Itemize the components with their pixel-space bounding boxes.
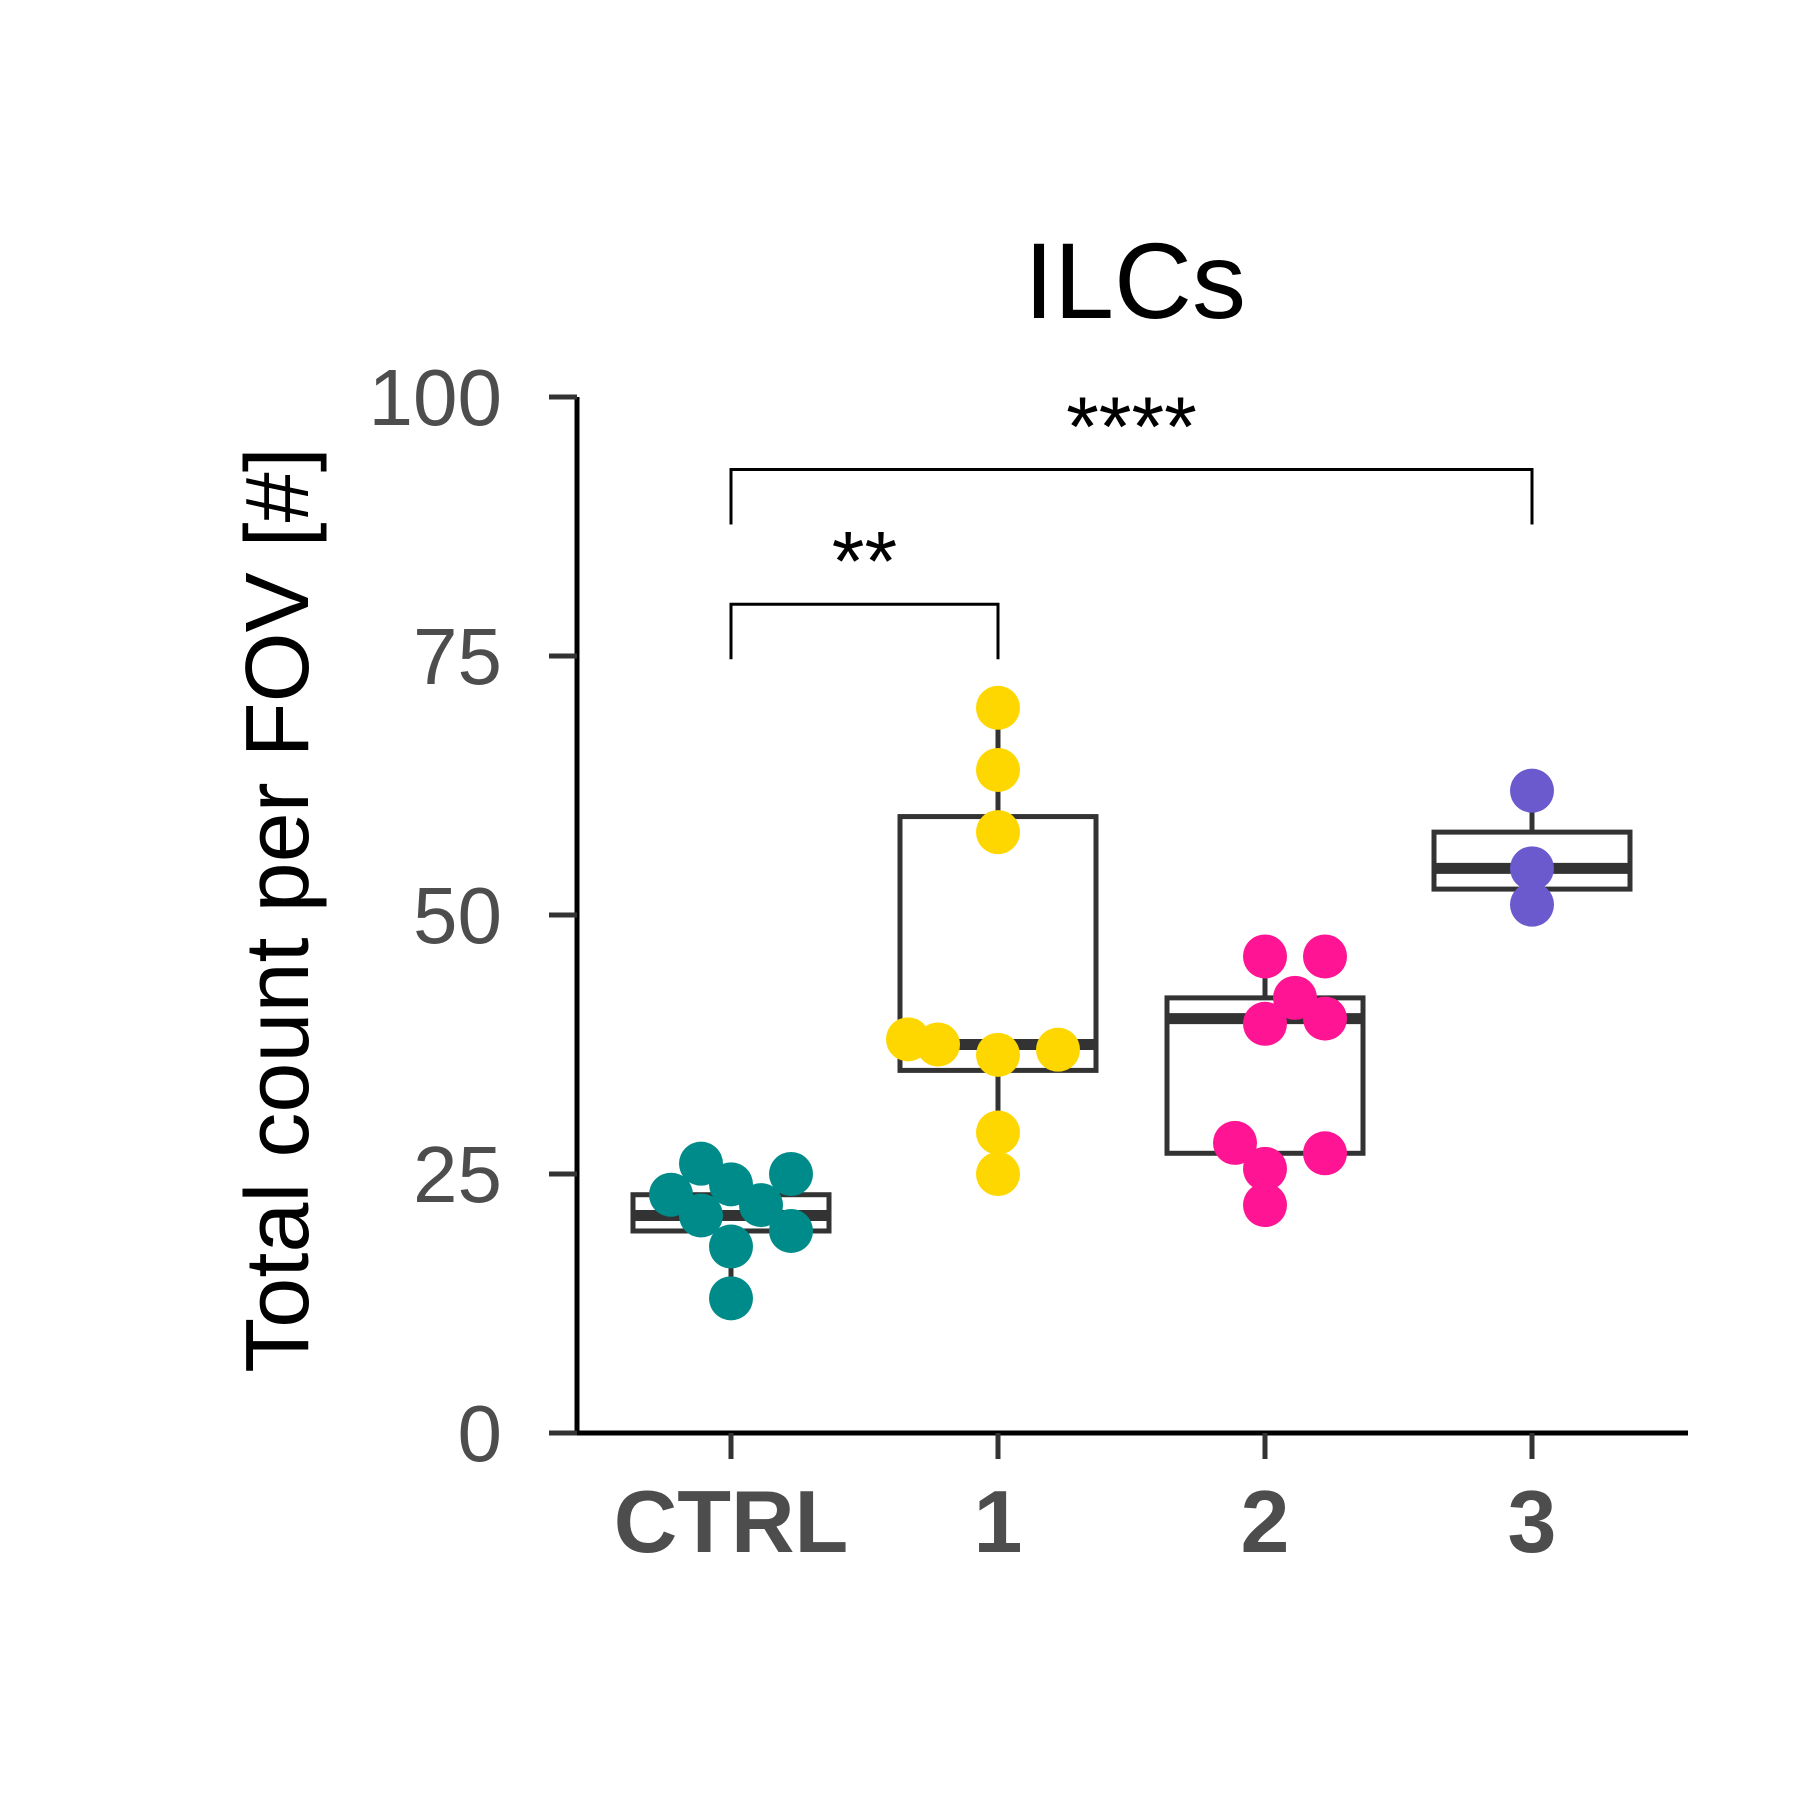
y-tick-label: 50 <box>413 871 502 960</box>
significance-bracket <box>729 468 1534 525</box>
points-layer <box>649 685 1554 1321</box>
significance-bracket <box>729 602 1000 660</box>
y-tick-label: 75 <box>413 612 502 701</box>
data-point <box>1243 1001 1287 1046</box>
data-point <box>976 1032 1020 1077</box>
significance-layer: ****** <box>729 380 1534 660</box>
x-tick-label: 1 <box>974 1472 1023 1571</box>
data-point <box>679 1141 723 1186</box>
data-point <box>976 685 1020 730</box>
data-point <box>1213 1120 1257 1165</box>
x-tick-label: 2 <box>1241 1472 1290 1571</box>
data-point <box>1036 1027 1080 1072</box>
boxes-layer <box>630 707 1633 1299</box>
data-point <box>886 1017 930 1062</box>
y-tick-label: 100 <box>369 353 502 442</box>
x-tick-label: 3 <box>1508 1472 1557 1571</box>
y-tick-label: 0 <box>458 1389 503 1478</box>
data-point <box>1303 934 1347 979</box>
data-point <box>1303 1131 1347 1176</box>
data-point <box>976 1152 1020 1196</box>
data-point <box>709 1224 753 1269</box>
y-tick-label: 25 <box>413 1130 502 1219</box>
significance-label: ** <box>832 514 897 608</box>
data-point <box>1510 846 1554 891</box>
data-point <box>1273 975 1317 1020</box>
data-point <box>976 1110 1020 1155</box>
x-tick-label: CTRL <box>614 1472 849 1571</box>
significance-label: **** <box>1066 380 1197 474</box>
data-point <box>1243 1183 1287 1228</box>
data-point <box>649 1172 693 1217</box>
data-point <box>1243 934 1287 979</box>
data-point <box>769 1152 813 1196</box>
data-point <box>709 1276 753 1321</box>
data-point <box>976 747 1020 792</box>
data-point <box>1510 768 1554 813</box>
data-point <box>769 1208 813 1253</box>
data-point <box>1243 1146 1287 1191</box>
data-point <box>976 810 1020 855</box>
y-axis-label: Total count per FOV [#] <box>228 447 328 1372</box>
data-point <box>1510 882 1554 927</box>
axes-layer: 0 25 50 75 100 CTRL 1 2 3 <box>369 353 1688 1571</box>
chart-title: ILCs <box>1024 220 1246 341</box>
